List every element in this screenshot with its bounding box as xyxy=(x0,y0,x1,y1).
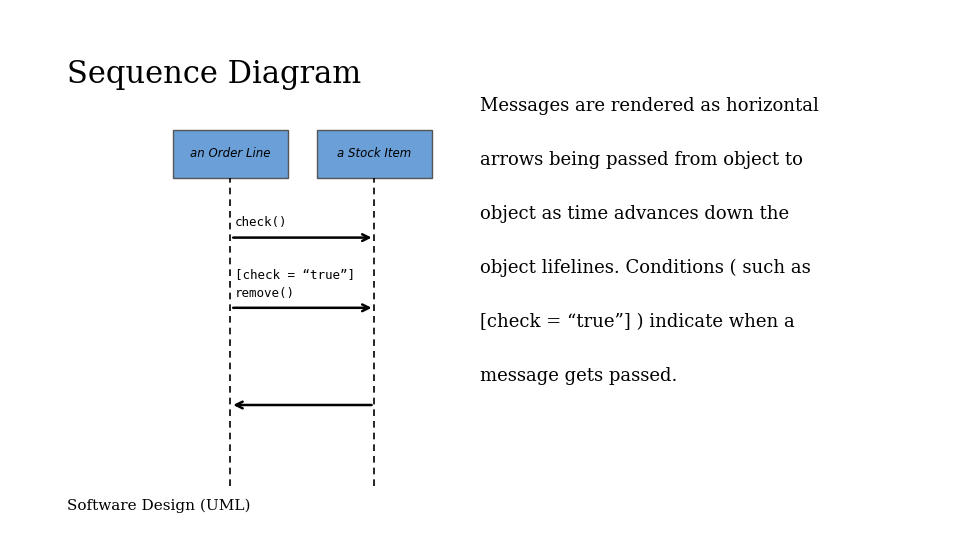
Text: check(): check() xyxy=(235,217,288,230)
Text: Messages are rendered as horizontal: Messages are rendered as horizontal xyxy=(480,97,819,115)
Text: a Stock Item: a Stock Item xyxy=(337,147,412,160)
Text: Software Design (UML): Software Design (UML) xyxy=(67,498,251,513)
Text: remove(): remove() xyxy=(235,287,296,300)
Text: an Order Line: an Order Line xyxy=(190,147,271,160)
Text: [check = “true”]: [check = “true”] xyxy=(235,268,355,281)
Text: object as time advances down the: object as time advances down the xyxy=(480,205,789,223)
Text: object lifelines. Conditions ( such as: object lifelines. Conditions ( such as xyxy=(480,259,811,278)
Text: arrows being passed from object to: arrows being passed from object to xyxy=(480,151,803,169)
Bar xyxy=(173,130,288,178)
Text: [check = “true”] ) indicate when a: [check = “true”] ) indicate when a xyxy=(480,313,795,331)
Text: message gets passed.: message gets passed. xyxy=(480,367,678,385)
Bar xyxy=(317,130,432,178)
Text: Sequence Diagram: Sequence Diagram xyxy=(67,59,362,90)
